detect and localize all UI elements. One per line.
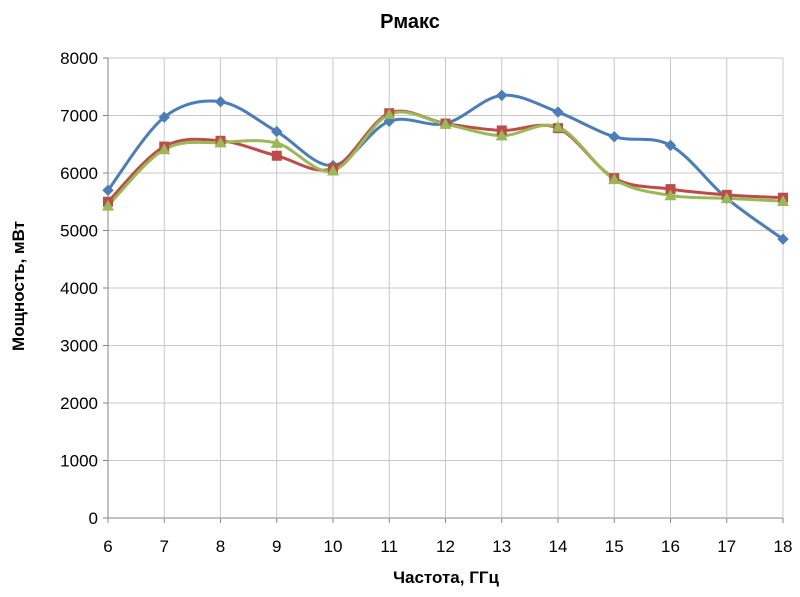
series-3-point [664, 189, 677, 201]
x-tick-label: 16 [661, 537, 680, 556]
x-tick-label: 14 [549, 537, 568, 556]
series-3-point [327, 164, 339, 176]
y-axis-ticks: 0 1000 2000 3000 4000 5000 6000 7000 8000 [60, 49, 98, 528]
series-1-point [664, 139, 677, 152]
series-1-point [214, 95, 227, 108]
y-tick-label: 2000 [60, 394, 98, 413]
series-layer [102, 89, 789, 245]
x-tick-label: 11 [380, 537, 398, 556]
gridlines [103, 57, 784, 523]
series-2-point [271, 150, 282, 161]
series-3-point [777, 195, 789, 206]
x-tick-label: 10 [324, 537, 343, 556]
series-3-point [552, 121, 564, 132]
series-3-point [383, 108, 396, 120]
y-tick-label: 3000 [60, 337, 98, 356]
chart-title: Pмакс [380, 11, 440, 33]
x-tick-label: 13 [492, 537, 511, 556]
x-tick-label: 17 [717, 537, 736, 556]
series-3-point [608, 173, 621, 185]
series-1-point [496, 89, 508, 102]
y-axis-title: Мощность, мВт [9, 221, 28, 351]
y-tick-label: 8000 [60, 49, 98, 68]
y-tick-label: 4000 [60, 279, 98, 298]
y-tick-label: 1000 [60, 452, 98, 471]
y-tick-label: 6000 [60, 164, 98, 183]
series-1-point [102, 184, 114, 196]
series-1-point [777, 233, 789, 245]
y-tick-label: 7000 [60, 107, 98, 126]
series-1-point [552, 106, 564, 118]
x-tick-label: 6 [103, 537, 112, 556]
series-3-point [158, 143, 171, 155]
series-2-point [665, 184, 676, 195]
x-tick-label: 12 [436, 537, 455, 556]
x-axis-ticks: 6 7 8 9 10 11 12 13 14 15 16 17 18 [103, 537, 792, 556]
series-3-point [439, 118, 452, 129]
x-axis-title: Частота, ГГц [393, 568, 499, 587]
series-3-point [214, 136, 227, 148]
series-1-point [608, 131, 620, 143]
x-tick-label: 7 [160, 537, 169, 556]
x-tick-label: 15 [605, 537, 624, 556]
y-tick-label: 0 [89, 509, 98, 528]
y-tick-label: 5000 [60, 222, 98, 241]
series-3-point [270, 137, 283, 148]
x-tick-label: 18 [774, 537, 793, 556]
x-tick-label: 9 [272, 537, 281, 556]
series-3-point [720, 192, 733, 204]
series-1-point [271, 125, 283, 138]
series-3-point [102, 199, 114, 211]
series-1-point [158, 111, 170, 123]
x-tick-label: 8 [216, 537, 225, 556]
series-3-point [495, 129, 508, 141]
